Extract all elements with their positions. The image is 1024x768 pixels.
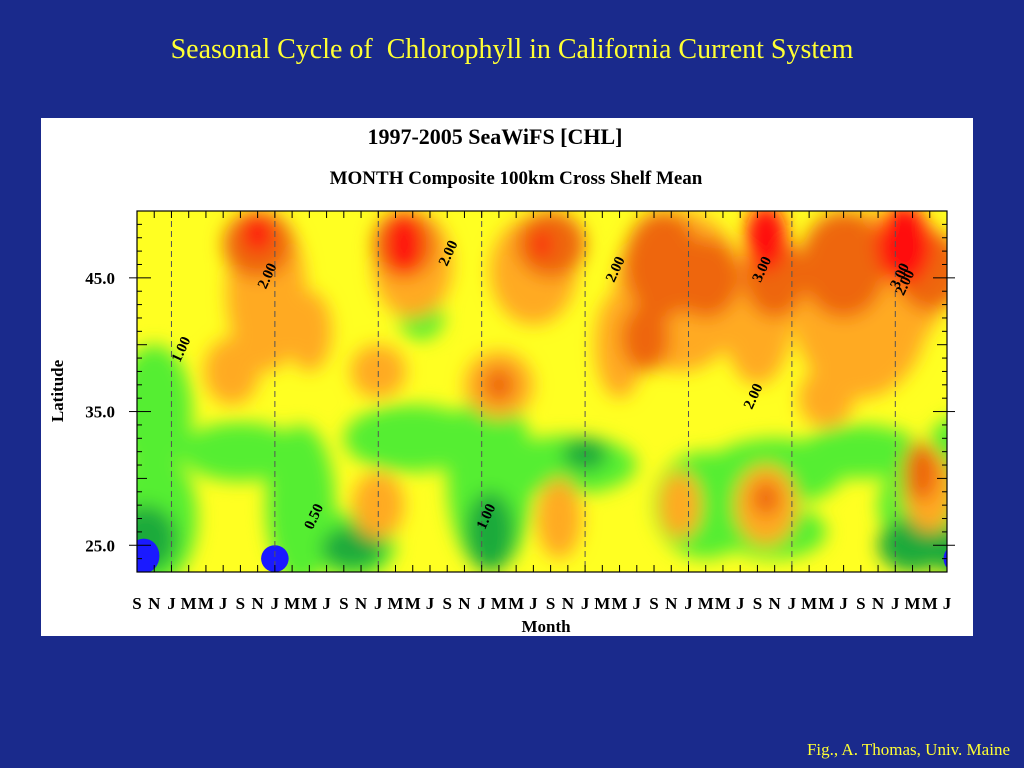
x-tick-label-44: J xyxy=(891,594,900,613)
y-tick-label-0: 25.0 xyxy=(85,536,115,555)
x-tick-label-36: S xyxy=(753,594,762,613)
x-tick-label-24: S xyxy=(546,594,555,613)
x-axis-label: Month xyxy=(521,617,571,636)
chart-subtitle: MONTH Composite 100km Cross Shelf Mean xyxy=(330,168,703,189)
x-tick-label-25: N xyxy=(562,594,575,613)
x-tick-label-41: J xyxy=(839,594,848,613)
high-chl-area-5 xyxy=(671,237,741,318)
x-tick-label-18: S xyxy=(442,594,451,613)
slide-title: Seasonal Cycle of Chlorophyll in Califor… xyxy=(170,34,854,65)
max-chl-area-3 xyxy=(745,211,787,272)
min-chl-area-0 xyxy=(137,538,160,572)
high-chl-area-14 xyxy=(483,367,515,403)
x-tick-label-12: S xyxy=(339,594,348,613)
high-chl-area-17 xyxy=(752,481,780,516)
y-tick-label-2: 45.0 xyxy=(85,269,115,288)
x-tick-label-38: J xyxy=(788,594,797,613)
high-chl-area-9 xyxy=(903,442,939,502)
x-tick-label-39: M xyxy=(801,594,817,613)
very-low-chl-area-2 xyxy=(466,491,515,572)
x-tick-label-1: N xyxy=(148,594,161,613)
x-tick-label-3: M xyxy=(181,594,197,613)
high-chl-area-2 xyxy=(516,211,586,278)
x-tick-label-13: N xyxy=(355,594,368,613)
x-tick-label-16: M xyxy=(405,594,421,613)
x-tick-label-30: S xyxy=(649,594,658,613)
mid-chl-area-22 xyxy=(536,478,582,559)
y-axis-label: Latitude xyxy=(48,359,67,422)
x-tick-label-22: M xyxy=(508,594,524,613)
low-chl-area-6 xyxy=(343,404,482,472)
mid-chl-area-1 xyxy=(204,338,260,405)
very-low-chl-area-8 xyxy=(929,531,947,572)
mid-chl-area-15 xyxy=(968,318,973,425)
y-tick-label-1: 35.0 xyxy=(85,403,115,422)
x-tick-label-28: M xyxy=(612,594,628,613)
very-low-chl-area-1 xyxy=(321,526,384,570)
x-tick-label-31: N xyxy=(665,594,678,613)
x-tick-label-33: M xyxy=(698,594,714,613)
x-tick-label-47: J xyxy=(943,594,952,613)
low-chl-area-15 xyxy=(929,419,947,458)
max-chl-area-0 xyxy=(243,215,272,253)
low-chl-area-4 xyxy=(180,422,301,482)
chart-title: 1997-2005 SeaWiFS [CHL] xyxy=(367,124,622,149)
plot-area: 2.002.002.003.003.002.003.002.003.002.00… xyxy=(137,211,973,572)
low-chl-area-0 xyxy=(137,344,193,479)
x-tick-label-14: J xyxy=(374,594,383,613)
x-tick-label-19: N xyxy=(458,594,471,613)
mid-chl-area-4 xyxy=(286,291,332,372)
x-tick-label-34: M xyxy=(715,594,731,613)
x-tick-label-26: J xyxy=(581,594,590,613)
x-tick-label-10: M xyxy=(301,594,317,613)
x-tick-label-4: M xyxy=(198,594,214,613)
x-tick-label-23: J xyxy=(529,594,538,613)
x-tick-label-29: J xyxy=(633,594,642,613)
x-tick-label-7: N xyxy=(251,594,264,613)
low-chl-area-12 xyxy=(800,424,922,479)
x-tick-label-32: J xyxy=(684,594,693,613)
figure-panel: 1997-2005 SeaWiFS [CHL] MONTH Composite … xyxy=(41,118,973,636)
month-gridlines xyxy=(170,211,896,572)
x-tick-label-6: S xyxy=(236,594,245,613)
mid-chl-area-21 xyxy=(659,471,701,539)
min-chl-area-1 xyxy=(261,545,289,572)
x-tick-label-11: J xyxy=(322,594,331,613)
x-tick-label-8: J xyxy=(271,594,280,613)
mid-chl-area-12 xyxy=(798,368,854,428)
max-chl-area-1 xyxy=(386,213,422,276)
high-chl-area-4 xyxy=(621,304,670,372)
max-chl-area-2 xyxy=(533,231,551,258)
high-chl-area-7 xyxy=(800,211,887,318)
x-tick-label-5: J xyxy=(219,594,228,613)
max-chl-area-4 xyxy=(876,211,932,285)
x-tick-label-45: M xyxy=(905,594,921,613)
x-tick-label-46: M xyxy=(922,594,938,613)
x-tick-label-42: S xyxy=(856,594,865,613)
x-tick-label-21: M xyxy=(491,594,507,613)
x-tick-label-27: M xyxy=(594,594,610,613)
x-tick-label-17: J xyxy=(426,594,435,613)
x-tick-label-9: M xyxy=(284,594,300,613)
contour-labels: 2.002.002.003.003.002.003.002.003.002.00… xyxy=(169,238,918,532)
figure-credit: Fig., A. Thomas, Univ. Maine xyxy=(806,740,1010,759)
plot-frame xyxy=(136,210,948,573)
x-tick-label-43: N xyxy=(872,594,885,613)
x-tick-label-40: M xyxy=(818,594,834,613)
x-tick-label-35: J xyxy=(736,594,745,613)
x-tick-label-20: J xyxy=(477,594,486,613)
chlorophyll-heatmap: 1997-2005 SeaWiFS [CHL] MONTH Composite … xyxy=(48,124,973,636)
x-tick-label-37: N xyxy=(769,594,782,613)
x-tick-label-15: M xyxy=(387,594,403,613)
x-tick-label-0: S xyxy=(132,594,141,613)
x-tick-label-2: J xyxy=(167,594,176,613)
